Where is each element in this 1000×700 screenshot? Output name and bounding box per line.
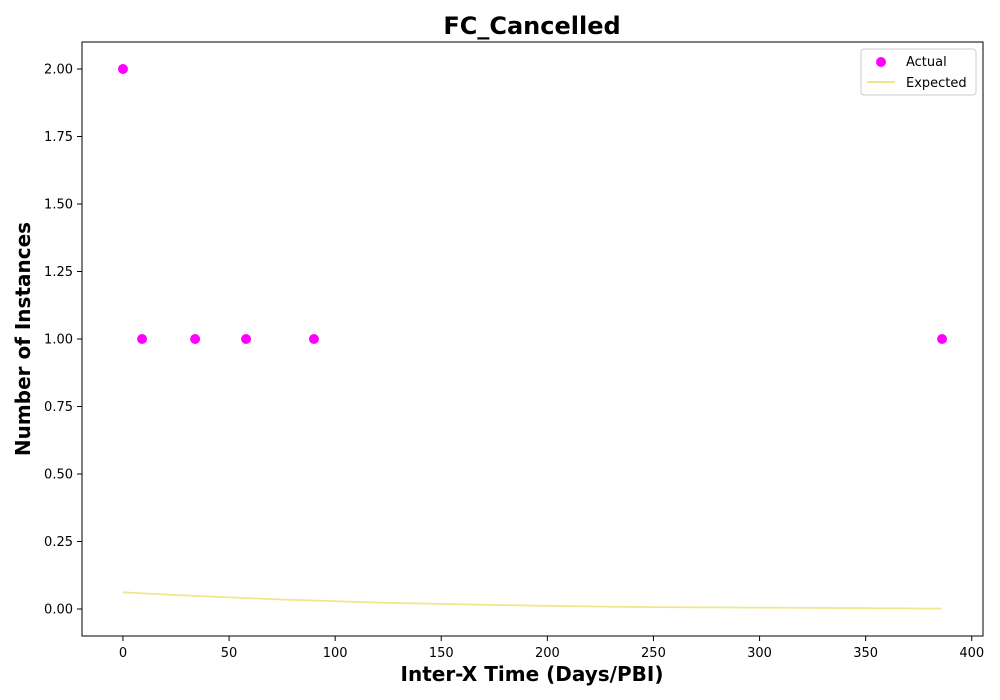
y-tick-label: 1.50 — [44, 198, 73, 213]
y-axis-title: Number of Instances — [11, 222, 35, 456]
actual-point — [308, 334, 319, 344]
legend-actual-marker — [876, 57, 886, 67]
actual-point — [137, 334, 148, 344]
actual-point — [241, 334, 252, 344]
x-tick-label: 100 — [323, 646, 348, 661]
plot-area — [81, 41, 984, 637]
actual-point — [117, 64, 128, 74]
x-tick-label: 150 — [429, 646, 454, 661]
y-tick-label: 0.75 — [44, 400, 73, 415]
actual-series — [117, 64, 948, 344]
y-tick-label: 0.25 — [44, 535, 73, 550]
x-tick-label: 250 — [641, 646, 666, 661]
legend-box — [860, 48, 977, 96]
y-tick-label: 0.50 — [44, 468, 73, 483]
actual-point — [190, 334, 201, 344]
x-tick-label: 400 — [959, 646, 984, 661]
plot-background — [82, 42, 983, 636]
x-axis: 0 50 100 150 200 250 300 350 400 — [119, 636, 984, 661]
expected-line — [122, 591, 942, 610]
y-tick-label: 1.25 — [44, 265, 73, 280]
y-tick-label: 0.00 — [44, 603, 73, 618]
y-axis: 0.00 0.25 0.50 0.75 1.00 1.25 1.50 1.75 2.00 — [44, 63, 82, 618]
expected-series — [122, 591, 942, 610]
legend-expected-label: Expected — [906, 76, 967, 91]
x-tick-label: 350 — [853, 646, 878, 661]
y-tick-label: 1.75 — [44, 130, 73, 145]
chart-title: FC_Cancelled — [443, 12, 620, 40]
x-axis-title: Inter-X Time (Days/PBI) — [401, 662, 664, 686]
actual-point — [937, 334, 948, 344]
legend: Actual Expected — [860, 48, 977, 96]
x-tick-label: 50 — [221, 646, 238, 661]
y-tick-label: 1.00 — [44, 333, 73, 348]
legend-actual-label: Actual — [906, 55, 947, 70]
y-tick-label: 2.00 — [44, 63, 73, 78]
x-tick-label: 0 — [119, 646, 127, 661]
x-tick-label: 200 — [535, 646, 560, 661]
x-tick-label: 300 — [747, 646, 772, 661]
